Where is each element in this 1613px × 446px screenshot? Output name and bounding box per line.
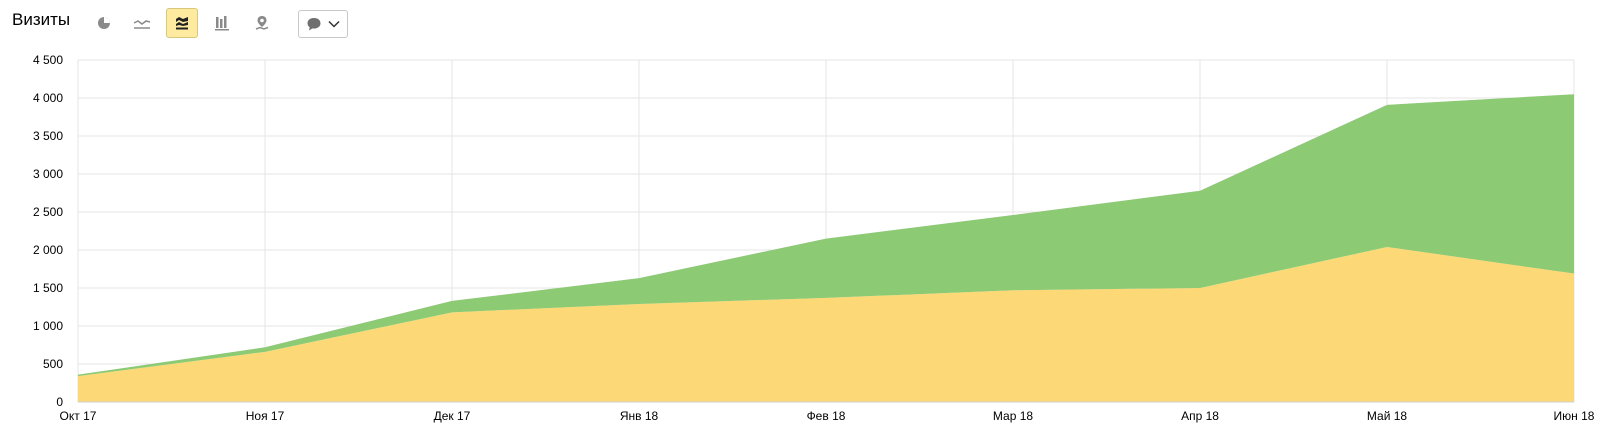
x-tick-label: Ноя 17 — [246, 409, 285, 423]
y-tick-label: 4 500 — [33, 53, 63, 67]
y-tick-label: 3 000 — [33, 167, 63, 181]
y-tick-label: 4 000 — [33, 91, 63, 105]
chart-title: Визиты — [12, 10, 71, 29]
x-tick-label: Май 18 — [1367, 409, 1408, 423]
y-tick-label: 0 — [56, 395, 63, 409]
bar-chart-button[interactable] — [206, 8, 238, 38]
x-tick-label: Апр 18 — [1181, 409, 1219, 423]
stacked-area-icon — [176, 17, 188, 30]
pie-chart-button[interactable] — [88, 8, 120, 38]
y-tick-label: 3 500 — [33, 129, 63, 143]
bar-chart-icon — [215, 16, 229, 31]
map-icon — [255, 16, 269, 30]
series-area-2 — [78, 94, 1574, 377]
pie-chart-icon — [98, 17, 110, 29]
y-tick-label: 1 500 — [33, 281, 63, 295]
chevron-down-icon — [328, 20, 340, 28]
chart-toolbar: Визиты — [0, 0, 1613, 48]
map-button[interactable] — [246, 8, 278, 38]
comments-dropdown[interactable] — [298, 10, 348, 38]
line-chart-icon — [133, 20, 151, 29]
line-chart-button[interactable] — [126, 8, 158, 38]
y-tick-label: 2 000 — [33, 243, 63, 257]
series-area-1 — [78, 246, 1574, 402]
y-tick-label: 2 500 — [33, 205, 63, 219]
y-tick-label: 1 000 — [33, 319, 63, 333]
comment-icon — [307, 17, 321, 30]
x-tick-label: Дек 17 — [434, 409, 471, 423]
y-tick-label: 500 — [43, 357, 63, 371]
x-tick-label: Мар 18 — [993, 409, 1033, 423]
stacked-area-button[interactable] — [166, 8, 198, 38]
x-tick-label: Янв 18 — [620, 409, 659, 423]
x-tick-label: Июн 18 — [1554, 409, 1595, 423]
x-tick-label: Окт 17 — [60, 409, 97, 423]
x-tick-label: Фев 18 — [807, 409, 846, 423]
